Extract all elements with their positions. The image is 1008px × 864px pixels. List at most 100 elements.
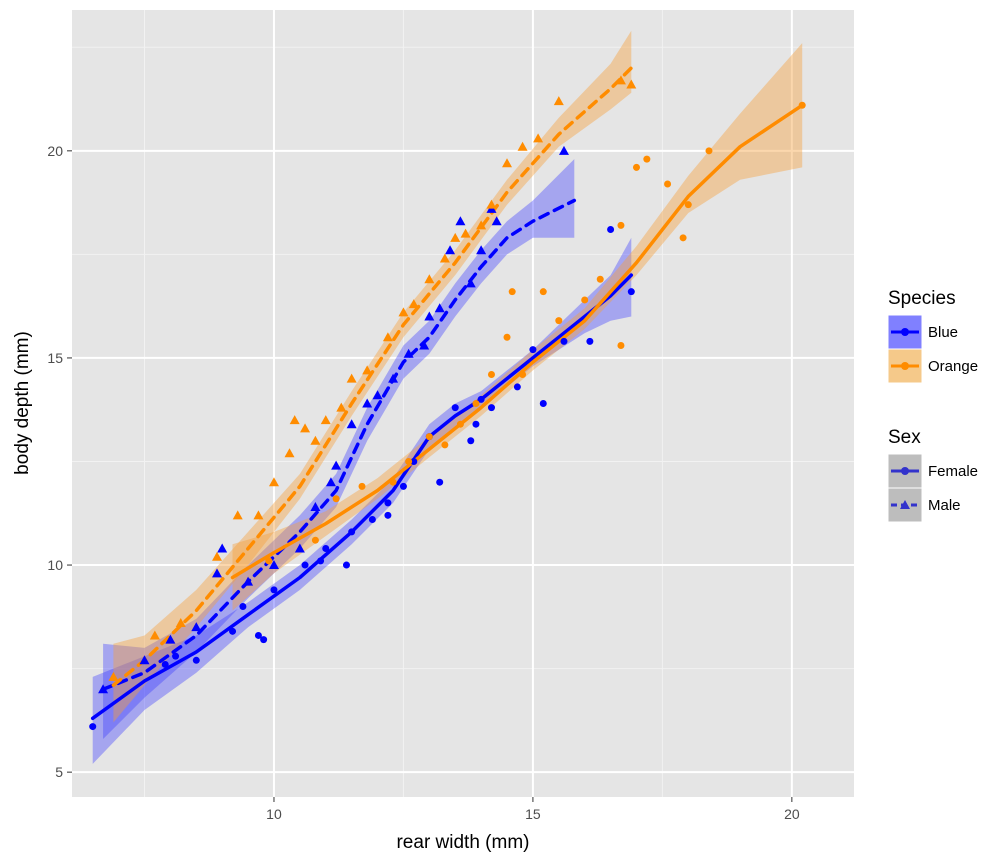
- data-point-orange-male: [232, 510, 243, 520]
- data-point-blue-female: [539, 400, 547, 407]
- data-point-orange-male: [486, 199, 497, 209]
- data-point-orange-male: [300, 423, 311, 433]
- data-point-blue-female: [399, 482, 407, 490]
- legend: Species Blue Orange Sex Female Male: [887, 288, 978, 523]
- legend-label: Blue: [928, 324, 958, 341]
- data-point-blue-male: [424, 311, 435, 321]
- data-point-blue-male: [372, 390, 383, 400]
- y-tick-label: 15: [47, 350, 63, 366]
- data-point-blue-female: [368, 515, 376, 523]
- data-point-orange-male: [362, 365, 373, 375]
- data-point-blue-female: [436, 478, 444, 486]
- data-point-orange-male: [284, 448, 295, 458]
- data-point-orange-male: [450, 232, 461, 242]
- data-point-orange-female: [684, 201, 692, 209]
- data-point-blue-female: [192, 656, 200, 664]
- data-point-orange-female: [311, 536, 319, 544]
- data-point-blue-male: [465, 278, 476, 288]
- fit-line-orange-female: [230, 103, 804, 580]
- data-point-blue-male: [445, 245, 456, 255]
- data-point-orange-female: [539, 288, 547, 296]
- data-point-blue-female: [89, 723, 97, 731]
- data-point-blue-female: [270, 586, 278, 594]
- fit-lines: [90, 66, 804, 721]
- legend-label: Male: [928, 497, 961, 514]
- data-point-blue-female: [586, 337, 594, 345]
- data-point-blue-female: [239, 602, 247, 610]
- data-point-orange-male: [398, 307, 409, 317]
- data-point-blue-female: [467, 437, 475, 445]
- data-point-blue-female: [487, 404, 495, 412]
- legend-label: Female: [928, 463, 978, 480]
- data-point-blue-female: [384, 499, 392, 507]
- x-tick-label: 20: [784, 806, 800, 822]
- data-points: [89, 75, 806, 731]
- data-point-orange-male: [553, 96, 564, 106]
- data-point-orange-female: [332, 495, 340, 503]
- data-point-orange-female: [425, 433, 433, 441]
- confidence-band-orange-male: [113, 30, 632, 723]
- data-point-orange-male: [346, 373, 357, 383]
- data-point-orange-female: [508, 288, 516, 296]
- y-axis-title: body depth (mm): [12, 331, 33, 475]
- data-point-orange-female: [389, 478, 397, 486]
- data-point-blue-female: [627, 288, 635, 296]
- legend-key-point: [901, 362, 909, 370]
- data-point-blue-female: [322, 544, 330, 552]
- data-point-blue-male: [310, 502, 321, 512]
- x-tick-label: 10: [266, 806, 282, 822]
- fit-line-blue-female: [90, 273, 634, 721]
- data-point-blue-male: [362, 398, 373, 408]
- data-point-blue-female: [172, 652, 180, 660]
- data-point-blue-male: [331, 460, 342, 470]
- data-point-orange-male: [175, 618, 186, 628]
- data-point-orange-female: [472, 400, 480, 407]
- y-tick-label: 5: [55, 764, 63, 780]
- data-point-orange-male: [310, 435, 321, 445]
- axes: 10 15 20 5 10 15 20: [47, 143, 799, 822]
- data-point-orange-female: [487, 371, 495, 379]
- data-point-orange-male: [408, 299, 419, 309]
- x-tick-label: 15: [525, 806, 541, 822]
- data-point-orange-male: [253, 510, 264, 520]
- data-point-orange-female: [617, 221, 625, 229]
- data-point-blue-female: [317, 557, 325, 565]
- data-point-orange-male: [289, 415, 300, 425]
- data-point-orange-male: [320, 415, 331, 425]
- data-point-orange-female: [555, 317, 563, 325]
- data-point-blue-female: [607, 226, 615, 234]
- data-point-blue-male: [212, 568, 223, 578]
- data-point-blue-male: [388, 373, 399, 383]
- data-point-orange-female: [519, 371, 527, 379]
- data-point-blue-male: [434, 303, 445, 313]
- data-point-blue-male: [191, 622, 202, 632]
- fit-line-blue-male: [101, 198, 577, 692]
- data-point-orange-female: [405, 457, 413, 465]
- data-point-orange-female: [664, 180, 672, 188]
- data-point-orange-female: [441, 441, 449, 449]
- data-point-blue-male: [268, 560, 279, 570]
- legend-key-triangle: [900, 500, 910, 509]
- plot-panel: [72, 10, 854, 797]
- data-point-blue-male: [455, 216, 466, 226]
- data-point-blue-male: [139, 655, 150, 665]
- data-point-orange-female: [798, 101, 806, 109]
- confidence-bands: [92, 30, 803, 764]
- data-point-blue-female: [384, 511, 392, 519]
- data-point-orange-female: [581, 296, 589, 304]
- data-point-orange-male: [626, 79, 637, 89]
- data-point-blue-female: [477, 395, 485, 403]
- data-point-blue-male: [98, 684, 109, 694]
- data-point-blue-male: [325, 477, 336, 487]
- x-axis-title: rear width (mm): [396, 832, 529, 853]
- legend-title: Sex: [888, 427, 921, 448]
- data-point-orange-male: [476, 220, 487, 230]
- confidence-band-blue-male: [103, 159, 575, 740]
- legend-key-point: [901, 328, 909, 336]
- data-point-blue-male: [346, 419, 357, 429]
- data-point-orange-male: [439, 253, 450, 263]
- data-point-blue-female: [301, 561, 309, 569]
- data-point-orange-male: [517, 141, 528, 151]
- data-point-orange-female: [358, 482, 366, 490]
- data-point-blue-male: [419, 340, 430, 350]
